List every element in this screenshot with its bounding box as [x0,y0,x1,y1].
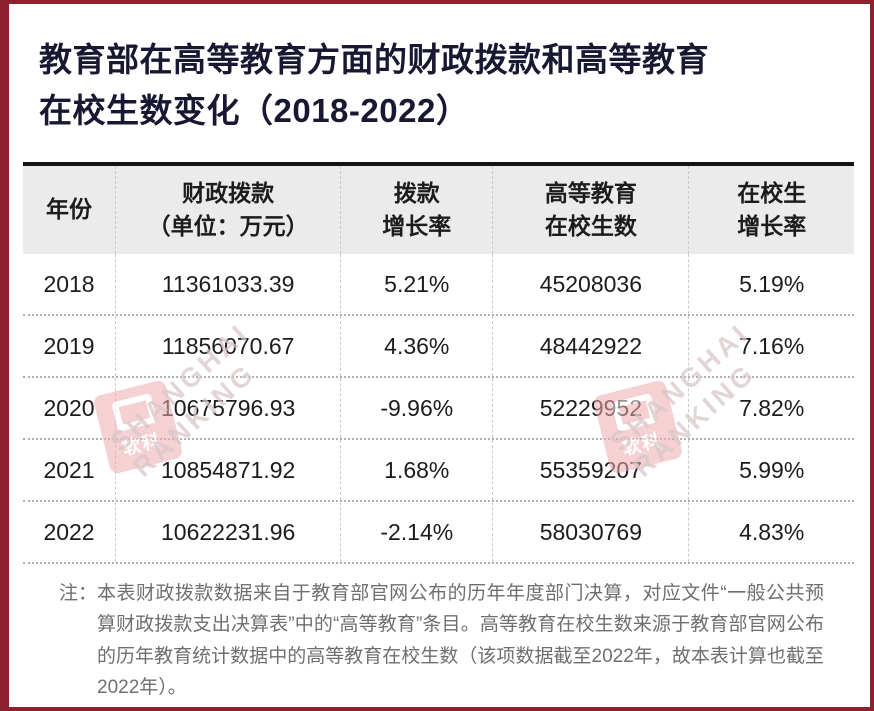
table-row: 2021 10854871.92 1.68% 55359207 5.99% [23,438,854,500]
column-header-label: 高等教育 [544,179,637,206]
column-header-sublabel: 增长率 [382,213,452,239]
cell-students: 58030769 [493,502,690,562]
cell-students-growth: 5.19% [739,270,805,297]
title-line-2: 在校生数变化（2018-2022） [39,92,470,130]
cell-funding: 10675796.93 [116,378,342,438]
table-row: 2022 10622231.96 -2.14% 58030769 4.83% [23,500,854,562]
cell-students-growth: 5.99% [739,456,805,483]
cell-funding: 11856070.67 [116,316,342,376]
cell-funding-growth: -2.14% [341,502,494,562]
column-header-funding-growth: 拨款 增长率 [341,166,494,254]
cell-students: 45208036 [493,254,690,314]
cell-students-growth: 7.82% [739,394,805,421]
column-header-year: 年份 [23,166,117,254]
data-table: 年份 财政拨款 （单位：万元） 拨款 增长率 高等教育 在校生数 在校生 增长率… [23,162,854,707]
cell-students: 52229952 [493,378,690,438]
table-body: 2018 11361033.39 5.21% 45208036 5.19% 20… [23,254,854,564]
table-row: 2018 11361033.39 5.21% 45208036 5.19% [23,254,854,314]
cell-year: 2020 [23,378,117,438]
cell-year: 2022 [23,502,117,562]
column-header-label: 在校生 [737,179,807,206]
cell-year: 2019 [23,316,117,376]
column-header-label: 拨款 [393,179,440,206]
cell-students: 48442922 [493,316,690,376]
table-header-row: 年份 财政拨款 （单位：万元） 拨款 增长率 高等教育 在校生数 在校生 增长率 [23,166,854,254]
cell-funding: 10622231.96 [116,502,342,562]
footnote-label: 注： [59,583,98,604]
cell-funding-growth: 5.21% [341,254,494,314]
cell-funding: 11361033.39 [116,254,342,314]
table-row: 2019 11856070.67 4.36% 48442922 7.16% [23,314,854,376]
footnote: 注： 本表财政拨款数据来自于教育部官网公布的历年年度部门决算，对应文件“一般公共… [23,564,854,707]
cell-students-growth: 4.83% [739,518,805,545]
column-header-sublabel: 增长率 [737,213,807,239]
cell-funding-growth: 1.68% [341,440,494,500]
column-header-label: 年份 [46,196,93,223]
cell-year: 2021 [23,440,117,500]
cell-students-growth: 7.16% [739,332,805,359]
page-title: 教育部在高等教育方面的财政拨款和高等教育 在校生数变化（2018-2022） [9,4,870,162]
column-header-sublabel: 在校生数 [544,213,637,239]
cell-students: 55359207 [493,440,690,500]
cell-year: 2018 [23,254,117,314]
cell-funding-growth: -9.96% [341,378,494,438]
column-header-label: 财政拨款 [182,179,275,206]
column-header-sublabel: （单位：万元） [147,213,309,239]
cell-funding: 10854871.92 [116,440,342,500]
column-header-students-growth: 在校生 增长率 [689,166,854,254]
footnote-text: 本表财政拨款数据来自于教育部官网公布的历年年度部门决算，对应文件“一般公共预算财… [97,583,824,699]
column-header-students: 高等教育 在校生数 [493,166,690,254]
table-row: 2020 10675796.93 -9.96% 52229952 7.82% [23,376,854,438]
title-line-1: 教育部在高等教育方面的财政拨款和高等教育 [39,41,709,78]
column-header-funding: 财政拨款 （单位：万元） [116,166,342,254]
cell-funding-growth: 4.36% [341,316,494,376]
